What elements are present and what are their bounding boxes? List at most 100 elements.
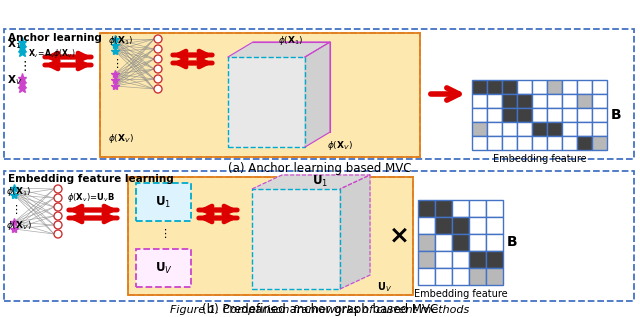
Polygon shape (252, 189, 340, 289)
Bar (547, 136, 562, 150)
Polygon shape (340, 175, 370, 289)
Bar (136, 249, 191, 287)
Text: $\vdots$: $\vdots$ (10, 203, 18, 216)
Text: $\mathbf{B}$: $\mathbf{B}$ (610, 108, 621, 122)
Bar (418, 200, 435, 217)
Circle shape (54, 194, 62, 202)
Circle shape (154, 55, 162, 63)
Text: $\mathbf{U}_V$: $\mathbf{U}_V$ (155, 261, 172, 275)
Bar (469, 217, 486, 234)
Text: Figure 1. Comparison frameworks of current methods: Figure 1. Comparison frameworks of curre… (170, 305, 470, 315)
Text: $\mathbf{U}_V$: $\mathbf{U}_V$ (378, 280, 392, 294)
Text: Embedding feature: Embedding feature (493, 154, 586, 164)
Bar (562, 94, 577, 108)
Bar (472, 80, 487, 94)
Bar (469, 234, 486, 251)
Text: $\mathbf{B}$: $\mathbf{B}$ (506, 236, 518, 249)
Bar (592, 136, 607, 150)
Bar (486, 268, 503, 285)
Bar (100, 33, 420, 157)
Bar (128, 177, 413, 295)
Bar (577, 122, 592, 136)
Circle shape (154, 65, 162, 73)
Bar (4, 171, 634, 301)
Bar (469, 268, 486, 285)
Circle shape (154, 75, 162, 83)
Bar (435, 200, 452, 217)
Bar (435, 217, 452, 234)
Bar (418, 268, 435, 285)
Bar (469, 251, 486, 268)
Bar (418, 234, 435, 251)
Text: $\mathbf{X}_v\!=\!\mathbf{A}_v\phi(\mathbf{X}_v)$: $\mathbf{X}_v\!=\!\mathbf{A}_v\phi(\math… (28, 48, 76, 61)
Bar (418, 217, 435, 234)
Text: $\vdots$: $\vdots$ (159, 227, 168, 240)
Circle shape (54, 230, 62, 238)
Text: $\phi(\mathbf{X}_V)$: $\phi(\mathbf{X}_V)$ (327, 139, 353, 152)
Bar (592, 108, 607, 122)
Bar (4, 29, 634, 159)
Text: $\phi(\mathbf{X}_1)$: $\phi(\mathbf{X}_1)$ (278, 34, 303, 47)
Text: $\phi(\mathbf{X}_V)$: $\phi(\mathbf{X}_V)$ (108, 132, 134, 145)
Bar (577, 136, 592, 150)
Bar (472, 122, 487, 136)
Polygon shape (228, 42, 330, 57)
Bar (486, 251, 503, 268)
Polygon shape (305, 42, 330, 147)
Bar (592, 80, 607, 94)
Bar (592, 94, 607, 108)
Text: Embedding feature learning: Embedding feature learning (8, 174, 173, 184)
Text: $\phi(\mathbf{X}_1)$: $\phi(\mathbf{X}_1)$ (108, 34, 134, 47)
Bar (532, 108, 547, 122)
Bar (532, 136, 547, 150)
Bar (418, 251, 435, 268)
Circle shape (54, 203, 62, 211)
Polygon shape (252, 175, 370, 189)
Bar (502, 80, 517, 94)
Bar (136, 183, 191, 221)
Bar (502, 122, 517, 136)
Polygon shape (228, 57, 305, 147)
Bar (452, 251, 469, 268)
Bar (487, 94, 502, 108)
Text: $\phi(\mathbf{X}_V)$: $\phi(\mathbf{X}_V)$ (6, 218, 32, 231)
Text: $\mathbf{U}_1$: $\mathbf{U}_1$ (312, 174, 328, 189)
Text: $\phi(\mathbf{X}_1)$: $\phi(\mathbf{X}_1)$ (6, 184, 31, 197)
Bar (486, 200, 503, 217)
Bar (487, 122, 502, 136)
Bar (435, 251, 452, 268)
Bar (487, 80, 502, 94)
Text: (a) Anchor learning based MVC: (a) Anchor learning based MVC (228, 162, 412, 175)
Circle shape (54, 221, 62, 229)
Bar (532, 80, 547, 94)
Text: (b) Predefined anchor graph based MVC: (b) Predefined anchor graph based MVC (202, 303, 438, 316)
Circle shape (154, 35, 162, 43)
Bar (562, 136, 577, 150)
Bar (452, 217, 469, 234)
Bar (577, 94, 592, 108)
Text: $\mathbf{X}_V$: $\mathbf{X}_V$ (7, 73, 22, 87)
Bar (469, 200, 486, 217)
Text: Anchor learning: Anchor learning (8, 33, 102, 43)
Text: $\phi(\mathbf{X}_v)\!=\!\mathbf{U}_v\mathbf{B}$: $\phi(\mathbf{X}_v)\!=\!\mathbf{U}_v\mat… (67, 191, 115, 204)
Bar (128, 177, 413, 295)
Bar (472, 136, 487, 150)
Bar (486, 234, 503, 251)
Text: $\vdots$: $\vdots$ (17, 59, 26, 73)
Bar (547, 80, 562, 94)
Bar (562, 80, 577, 94)
Bar (592, 122, 607, 136)
Bar (502, 108, 517, 122)
Bar (517, 122, 532, 136)
Circle shape (54, 185, 62, 193)
Bar (502, 94, 517, 108)
Bar (452, 234, 469, 251)
Text: $\mathbf{U}_1$: $\mathbf{U}_1$ (156, 194, 172, 210)
Text: $\mathbf{X}_1$: $\mathbf{X}_1$ (7, 37, 21, 51)
Text: Embedding feature: Embedding feature (413, 289, 508, 299)
Text: $\boldsymbol{\times}$: $\boldsymbol{\times}$ (388, 223, 408, 247)
Bar (502, 136, 517, 150)
Bar (547, 94, 562, 108)
Bar (562, 108, 577, 122)
Bar (517, 94, 532, 108)
